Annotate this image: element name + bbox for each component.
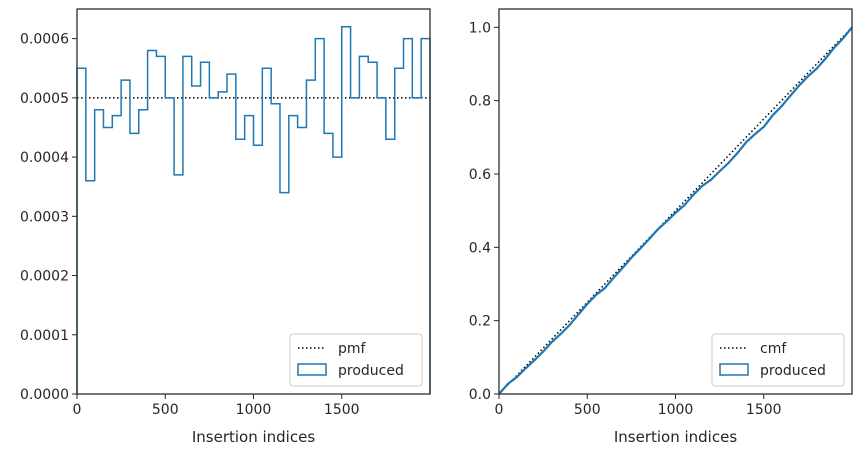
- histogram-bin: [86, 181, 95, 394]
- right-chart: 0 500 1000 1500 0.0 0.2 0.4 0.6 0.8 1.0 Insertion …: [469, 8, 853, 446]
- histogram-bin: [254, 145, 263, 394]
- y-tick-label: 1.0: [469, 20, 491, 36]
- histogram-bin: [139, 110, 148, 394]
- histogram-bin: [165, 98, 174, 394]
- legend-swatch-produced: [297, 363, 327, 376]
- y-tick-label: 0.0003: [20, 209, 69, 225]
- legend-label-pmf: pmf: [338, 341, 367, 357]
- histogram-bin: [209, 98, 218, 394]
- legend-label-produced: produced: [760, 363, 826, 379]
- y-tick-label: 0.0000: [20, 387, 69, 403]
- histogram-bin: [77, 68, 86, 394]
- histogram-bin: [103, 127, 112, 394]
- x-tick-label: 1500: [746, 402, 782, 418]
- histogram-bin: [262, 68, 271, 394]
- legend: pmf produced: [289, 333, 423, 387]
- histogram-bin: [227, 74, 236, 394]
- y-tick-label: 0.8: [469, 94, 491, 110]
- histogram-bin: [130, 133, 139, 394]
- histogram-bin: [112, 116, 121, 394]
- histogram-bin: [201, 62, 210, 394]
- legend-label-cmf: cmf: [760, 341, 787, 357]
- x-tick-label: 500: [574, 402, 601, 418]
- histogram-bin: [192, 86, 201, 394]
- y-tick-label: 0.0006: [20, 32, 69, 48]
- histogram-bin: [121, 80, 130, 394]
- y-tick-label: 0.0: [469, 387, 491, 403]
- x-tick-label: 500: [152, 402, 179, 418]
- y-tick-label: 0.6: [469, 167, 491, 183]
- histogram-bin: [156, 56, 165, 394]
- histogram-bin: [174, 175, 183, 394]
- left-chart: 0 500 1000 1500 0.0000 0.0001 0.0002 0.0003 0.00…: [20, 8, 431, 446]
- series-cmf-line: [498, 26, 853, 395]
- histogram-bin: [183, 56, 192, 394]
- histogram-produced-outline: [76, 26, 431, 394]
- histogram-bin: [236, 139, 245, 394]
- histogram-bin: [245, 116, 254, 394]
- legend-box: [289, 333, 423, 387]
- legend-box: [711, 333, 845, 387]
- y-tick-label: 0.2: [469, 314, 491, 330]
- histogram-bin: [148, 50, 157, 394]
- x-tick-label: 0: [73, 402, 82, 418]
- x-axis-label: Insertion indices: [192, 428, 315, 446]
- y-tick-label: 0.4: [469, 240, 491, 256]
- x-tick-label: 1000: [236, 402, 272, 418]
- legend: cmf produced: [711, 333, 845, 387]
- histogram-bin: [95, 110, 104, 394]
- y-tick-label: 0.0005: [20, 91, 69, 107]
- x-axis-label: Insertion indices: [614, 428, 737, 446]
- histogram-bin: [271, 104, 280, 394]
- y-tick-label: 0.0004: [20, 150, 69, 166]
- x-tick-label: 1000: [658, 402, 694, 418]
- y-tick-label: 0.0002: [20, 269, 69, 285]
- x-tick-label: 0: [495, 402, 504, 418]
- x-tick-label: 1500: [324, 402, 360, 418]
- legend-label-produced: produced: [338, 363, 404, 379]
- legend-swatch-produced: [719, 363, 749, 376]
- histogram-bin: [218, 92, 227, 394]
- y-tick-label: 0.0001: [20, 328, 69, 344]
- histogram-bin: [280, 193, 289, 394]
- series-produced-line: [498, 26, 853, 395]
